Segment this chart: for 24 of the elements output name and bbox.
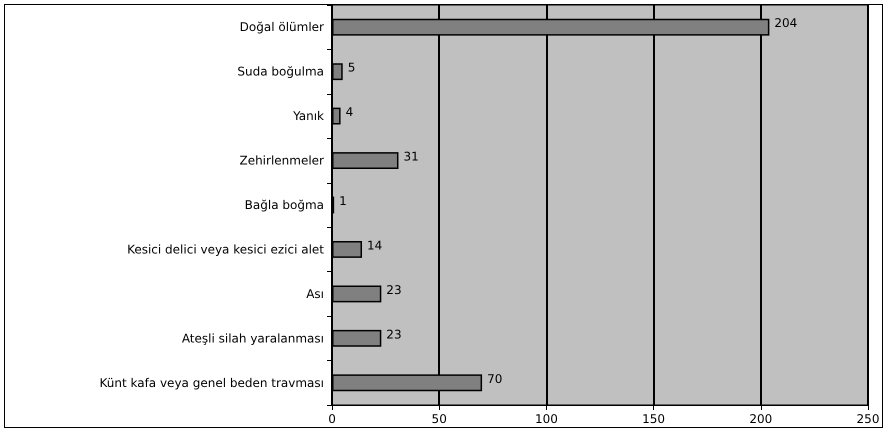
data-label: 23 xyxy=(386,327,402,342)
data-label: 5 xyxy=(348,60,356,75)
data-label: 204 xyxy=(774,16,798,30)
x-tick-label: 100 xyxy=(534,412,558,426)
y-tick-label: Ası xyxy=(306,286,324,301)
data-label: 70 xyxy=(487,372,502,386)
data-label: 4 xyxy=(346,105,354,120)
data-label: 1 xyxy=(339,194,347,208)
y-tick-label: Suda boğulma xyxy=(237,64,324,79)
data-label: 31 xyxy=(403,150,419,164)
x-tick-label: 50 xyxy=(432,412,447,426)
y-tick-label: Zehirlenmeler xyxy=(239,154,324,168)
y-tick-label: Yanık xyxy=(292,109,324,124)
y-tick-label: Künt kafa veya genel beden travması xyxy=(99,376,324,390)
data-label: 14 xyxy=(367,238,382,252)
y-tick-label: Doğal ölümler xyxy=(240,20,324,34)
y-tick-label: Kesici delici veya kesici ezici alet xyxy=(127,242,324,256)
data-label: 23 xyxy=(386,282,402,297)
x-tick-label: 0 xyxy=(328,412,336,426)
x-tick-label: 150 xyxy=(642,412,666,426)
y-tick-label: Ateşli silah yaralanması xyxy=(182,331,324,346)
x-tick-label: 250 xyxy=(856,412,880,426)
y-tick-label: Bağla boğma xyxy=(244,198,324,212)
x-tick-label: 200 xyxy=(749,412,772,426)
